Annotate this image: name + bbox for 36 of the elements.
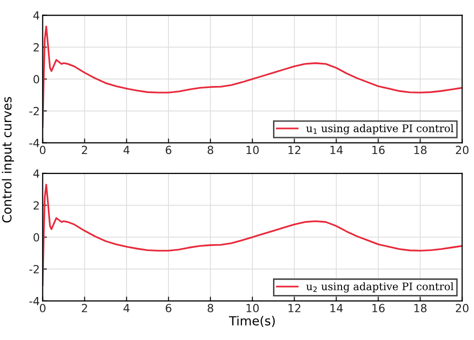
legend-label: u$_{1}$ using adaptive PI control bbox=[306, 124, 454, 134]
x-tick-label: 2 bbox=[82, 304, 88, 312]
x-tick-label: 20 bbox=[456, 304, 468, 312]
y-tick-label: -4 bbox=[29, 138, 40, 148]
x-tick-label: 8 bbox=[208, 304, 214, 312]
y-tick-label: -4 bbox=[29, 297, 40, 306]
x-tick-label: 6 bbox=[166, 304, 172, 312]
y-tick-label: 0 bbox=[34, 75, 40, 84]
x-tick-label: 8 bbox=[208, 146, 214, 154]
x-tick-label: 0 bbox=[40, 146, 46, 154]
x-tick-label: 10 bbox=[246, 146, 259, 154]
x-tick-label: 18 bbox=[414, 146, 427, 154]
y-tick-label: 2 bbox=[34, 43, 39, 52]
y-axis-title: Control input curves bbox=[2, 97, 14, 223]
x-tick-label: 6 bbox=[166, 146, 172, 154]
y-tick-label: -2 bbox=[29, 265, 39, 274]
x-tick-label: 16 bbox=[372, 146, 385, 154]
legend-label: u$_{2}$ using adaptive PI control bbox=[306, 282, 454, 292]
x-tick-label: 14 bbox=[330, 146, 343, 154]
y-tick-label: 4 bbox=[33, 11, 40, 20]
x-tick-label: 4 bbox=[124, 304, 130, 312]
x-tick-label: 14 bbox=[330, 304, 343, 312]
x-tick-label: 2 bbox=[82, 146, 88, 154]
x-tick-label: 12 bbox=[288, 304, 300, 312]
x-tick-label: 10 bbox=[246, 304, 259, 312]
x-tick-label: 20 bbox=[456, 146, 468, 154]
x-axis-title: Time(s) bbox=[228, 316, 275, 327]
x-tick-label: 16 bbox=[372, 304, 385, 312]
x-tick-label: 4 bbox=[124, 146, 130, 154]
y-tick-label: 0 bbox=[34, 233, 40, 242]
y-tick-label: 4 bbox=[33, 170, 40, 178]
y-tick-label: -2 bbox=[29, 106, 39, 116]
x-tick-label: 12 bbox=[288, 146, 300, 154]
x-tick-label: 0 bbox=[40, 304, 46, 312]
y-tick-label: 2 bbox=[34, 201, 39, 210]
x-tick-label: 18 bbox=[414, 304, 427, 312]
